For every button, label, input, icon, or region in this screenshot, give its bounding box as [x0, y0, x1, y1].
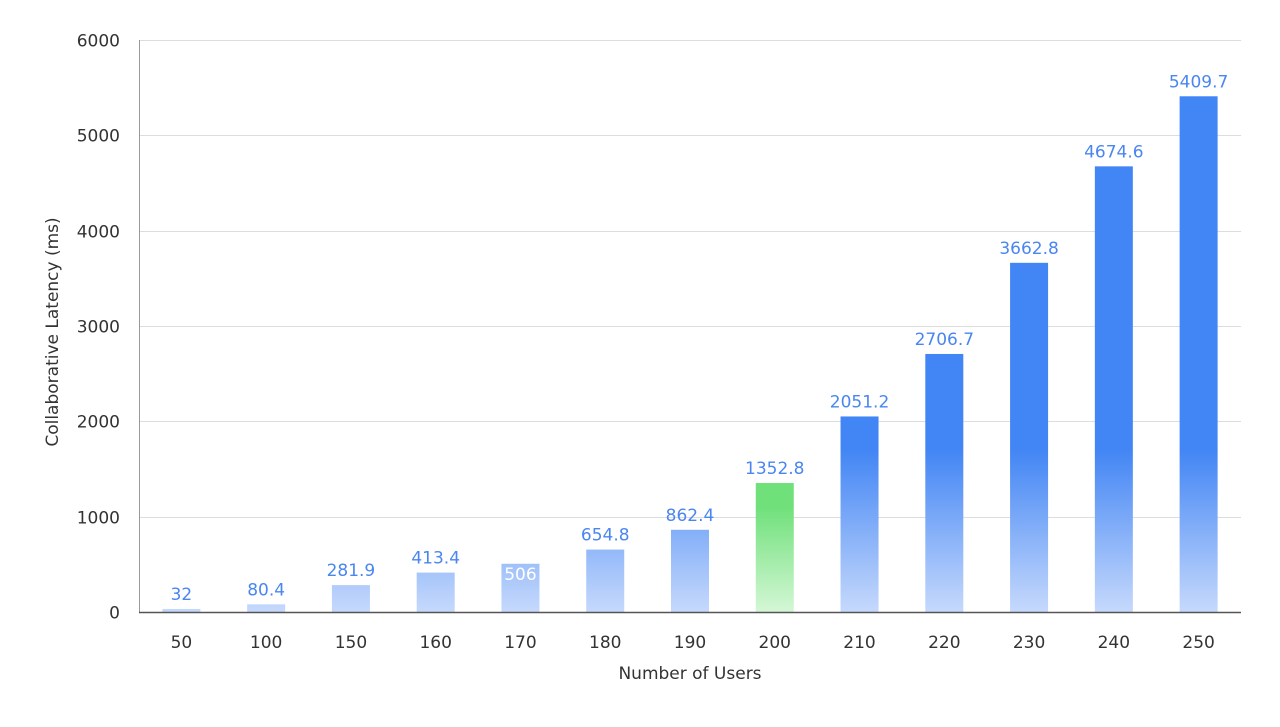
bar-180	[586, 549, 625, 612]
bar-200	[755, 483, 794, 612]
data-label-230: 3662.8	[999, 239, 1058, 259]
bar-220	[925, 353, 964, 612]
x-axis-label: Number of Users	[618, 664, 761, 684]
y-tick-label: 5000	[77, 127, 120, 147]
bar-240	[1094, 166, 1133, 612]
gridlines	[139, 40, 1241, 518]
bar-170	[501, 563, 540, 612]
bar-250	[1179, 96, 1218, 612]
x-tick-label: 240	[1098, 633, 1130, 653]
bar-190	[671, 529, 709, 612]
data-label-170: 506	[504, 565, 536, 585]
x-tick-label: 210	[843, 633, 875, 653]
bar-160	[416, 572, 455, 612]
data-label-200: 1352.8	[745, 459, 804, 479]
y-tick-label: 3000	[77, 318, 120, 338]
x-tick-label: 150	[335, 633, 367, 653]
data-label-240: 4674.6	[1084, 142, 1143, 162]
bar-100	[247, 604, 286, 612]
data-label-210: 2051.2	[830, 392, 889, 412]
x-tick-label: 50	[171, 633, 193, 653]
bar-210	[840, 416, 879, 612]
x-tick-label: 180	[589, 633, 621, 653]
x-tick-label: 190	[674, 633, 706, 653]
y-axis-label: Collaborative Latency (ms)	[43, 217, 63, 446]
y-tick-label: 0	[109, 604, 120, 624]
data-label-50: 32	[171, 585, 193, 605]
data-label-180: 654.8	[581, 526, 630, 546]
bar-50	[162, 608, 201, 612]
x-tick-label: 200	[759, 633, 791, 653]
x-tick-label: 170	[504, 633, 536, 653]
data-label-220: 2706.7	[915, 330, 974, 350]
y-tick-label: 1000	[77, 509, 120, 529]
data-label-160: 413.4	[411, 549, 460, 569]
x-tick-label: 220	[928, 633, 960, 653]
x-tick-label: 100	[250, 633, 282, 653]
data-label-100: 80.4	[247, 580, 285, 600]
data-label-250: 5409.7	[1169, 72, 1228, 92]
x-tick-label: 160	[419, 633, 451, 653]
y-tick-label: 4000	[77, 223, 120, 243]
bars	[162, 96, 1218, 612]
data-label-150: 281.9	[327, 561, 376, 581]
bar-150	[331, 585, 370, 612]
y-tick-label: 2000	[77, 413, 120, 433]
bar-230	[1010, 262, 1049, 612]
data-labels: 32 80.4 281.9 413.4 506 654.8 862.4 1352.8 2051.…	[171, 72, 1229, 605]
y-tick-label: 6000	[77, 32, 120, 52]
x-axis-ticks: 50 100 150 160 170 180 190 200 210 220 230 240 250	[171, 633, 1215, 653]
x-tick-label: 230	[1013, 633, 1045, 653]
y-axis-ticks: 0 1000 2000 3000 4000 5000 6000	[77, 32, 120, 624]
x-tick-label: 250	[1182, 633, 1214, 653]
data-label-190: 862.4	[666, 506, 715, 526]
